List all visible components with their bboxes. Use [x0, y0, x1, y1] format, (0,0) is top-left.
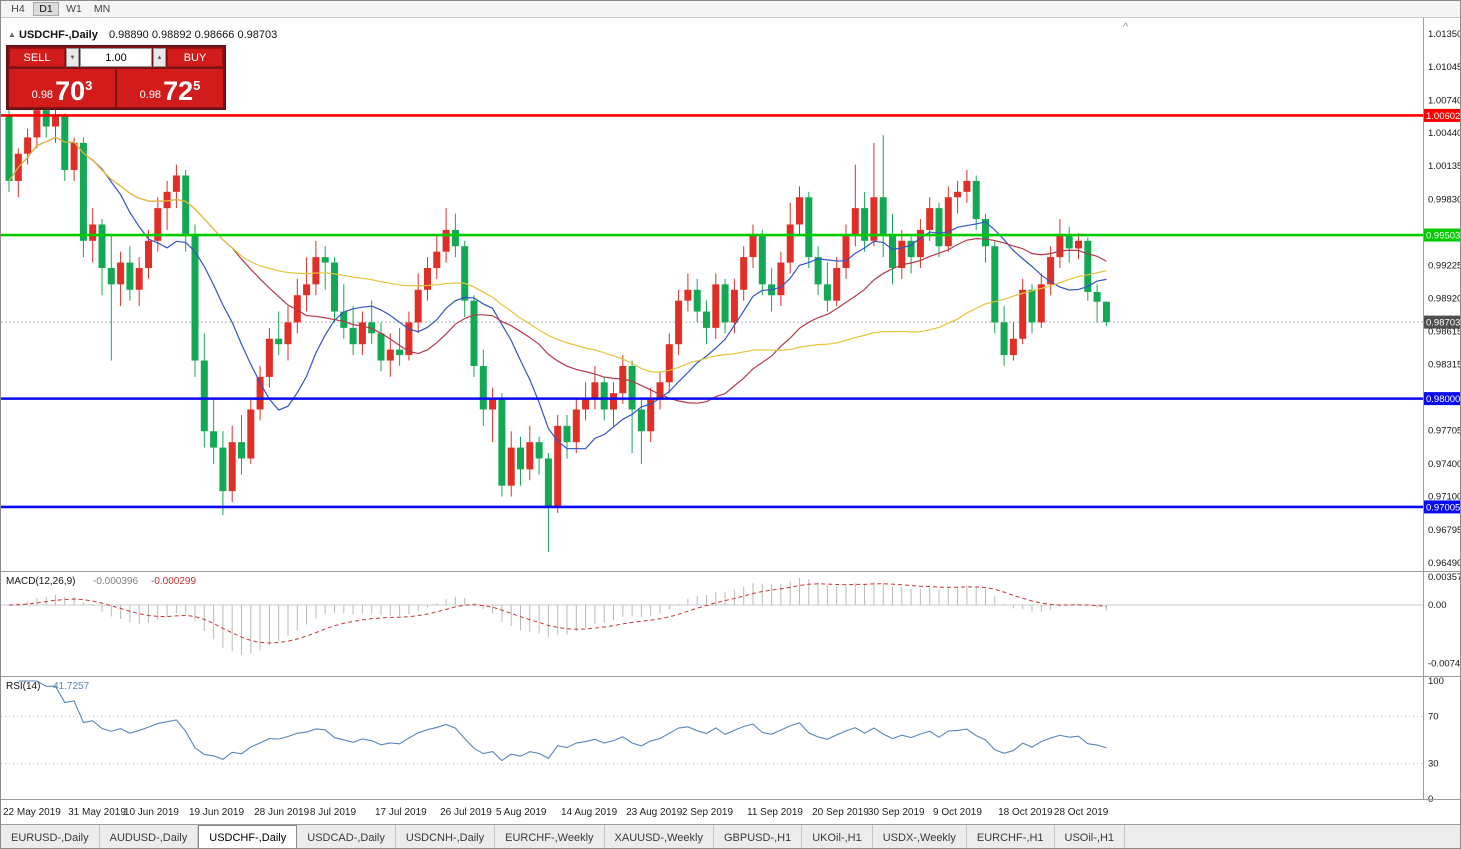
- tab-ukoil-h1[interactable]: UKOil-,H1: [802, 825, 873, 848]
- svg-text:28 Oct 2019: 28 Oct 2019: [1054, 807, 1109, 818]
- tab-gbpusd-h1[interactable]: GBPUSD-,H1: [714, 825, 803, 848]
- volume-decrease-button[interactable]: ▼: [66, 48, 79, 67]
- svg-text:22 May 2019: 22 May 2019: [3, 807, 61, 818]
- svg-text:0.98703: 0.98703: [1426, 318, 1460, 329]
- sell-button[interactable]: SELL: [9, 48, 65, 67]
- one-click-collapse-icon[interactable]: ▲: [8, 30, 16, 39]
- price-chart-canvas[interactable]: 1.01350 1.01045 1.00740 1.00440 1.00135 0.998…: [1, 18, 1461, 824]
- svg-text:1.01350: 1.01350: [1428, 29, 1461, 40]
- rsi-value: 41.7257: [53, 681, 90, 692]
- svg-text:18 Oct 2019: 18 Oct 2019: [998, 807, 1053, 818]
- timeframe-mn-button[interactable]: MN: [93, 3, 111, 15]
- svg-text:0.99225: 0.99225: [1428, 260, 1461, 271]
- tab-xauusd-weekly[interactable]: XAUUSD-,Weekly: [605, 825, 714, 848]
- bid-price-pips: 70: [55, 76, 86, 106]
- svg-text:1.00602: 1.00602: [1426, 111, 1460, 122]
- chart-ohlc-readout: 0.98890 0.98892 0.98666 0.98703: [109, 29, 277, 41]
- timeframe-w1-button[interactable]: W1: [66, 3, 82, 15]
- svg-text:17 Jul 2019: 17 Jul 2019: [375, 807, 427, 818]
- svg-text:0.96795: 0.96795: [1428, 525, 1461, 536]
- macd-signal-value: -0.000299: [151, 576, 196, 587]
- svg-text:0.97400: 0.97400: [1428, 459, 1461, 470]
- bid-price-display[interactable]: 0.98 70 3: [9, 69, 115, 107]
- svg-text:9 Oct 2019: 9 Oct 2019: [933, 807, 982, 818]
- svg-text:0.99830: 0.99830: [1428, 194, 1461, 205]
- svg-text:0.99503: 0.99503: [1426, 231, 1460, 242]
- ask-price-prefix: 0.98: [139, 89, 162, 101]
- svg-text:0.003574: 0.003574: [1428, 572, 1461, 583]
- rsi-indicator-label: RSI(14): [6, 681, 40, 692]
- volume-increase-button[interactable]: ▲: [153, 48, 166, 67]
- tab-eurusd-daily[interactable]: EURUSD-,Daily: [1, 825, 100, 848]
- bid-price-point: 3: [85, 78, 93, 93]
- timeframe-h4-button[interactable]: H4: [11, 3, 25, 15]
- timeframe-toolbar: H4 D1 W1 MN: [1, 1, 1460, 18]
- tab-eurchf-weekly[interactable]: EURCHF-,Weekly: [495, 825, 605, 848]
- ask-price-display[interactable]: 0.98 72 5: [117, 69, 223, 107]
- macd-indicator-label: MACD(12,26,9): [6, 576, 75, 587]
- svg-text:-0.00749: -0.00749: [1428, 659, 1461, 670]
- tab-eurchf-h1[interactable]: EURCHF-,H1: [967, 825, 1055, 848]
- macd-pane: [1, 577, 1423, 655]
- svg-text:1.00740: 1.00740: [1428, 95, 1461, 106]
- horizontal-level-lines: 1.00602 0.99503 0.98000 0.97005 0.98703: [1, 108, 1460, 514]
- svg-text:70: 70: [1428, 711, 1439, 722]
- svg-text:0.98000: 0.98000: [1426, 394, 1460, 405]
- pane-separators: [1, 18, 1460, 800]
- svg-text:0.97100: 0.97100: [1428, 492, 1461, 503]
- tab-usdchf-daily[interactable]: USDCHF-,Daily: [198, 825, 298, 848]
- tab-usdcnh-daily[interactable]: USDCNH-,Daily: [396, 825, 496, 848]
- chevron-up-icon: ▲: [156, 54, 163, 61]
- svg-text:11 Sep 2019: 11 Sep 2019: [747, 807, 803, 818]
- svg-text:30 Sep 2019: 30 Sep 2019: [868, 807, 925, 818]
- svg-text:0.97705: 0.97705: [1428, 426, 1461, 437]
- svg-text:0.97005: 0.97005: [1426, 502, 1460, 513]
- svg-text:0.98920: 0.98920: [1428, 293, 1461, 304]
- generated-chart-layers: 1.01350 1.01045 1.00740 1.00440 1.00135 0.998…: [1, 18, 1461, 818]
- svg-text:10 Jun 2019: 10 Jun 2019: [124, 807, 179, 818]
- chart-symbol-title: USDCHF-,Daily: [19, 29, 99, 41]
- chevron-down-icon: ▼: [69, 54, 76, 61]
- svg-text:2 Sep 2019: 2 Sep 2019: [682, 807, 734, 818]
- chart-shift-marker-icon: ^: [1123, 21, 1129, 33]
- chart-tab-bar: EURUSD-,Daily AUDUSD-,Daily USDCHF-,Dail…: [1, 824, 1460, 848]
- svg-text:1.00440: 1.00440: [1428, 128, 1461, 139]
- ask-price-point: 5: [193, 78, 201, 93]
- svg-text:0.98315: 0.98315: [1428, 359, 1461, 370]
- bid-price-prefix: 0.98: [31, 89, 54, 101]
- svg-text:28 Jun 2019: 28 Jun 2019: [254, 807, 309, 818]
- tab-audusd-daily[interactable]: AUDUSD-,Daily: [100, 825, 199, 848]
- svg-text:14 Aug 2019: 14 Aug 2019: [561, 807, 618, 818]
- svg-text:23 Aug 2019: 23 Aug 2019: [626, 807, 683, 818]
- svg-text:31 May 2019: 31 May 2019: [68, 807, 126, 818]
- chart-text-labels: ▲ USDCHF-,Daily 0.98890 0.98892 0.98666 …: [6, 21, 1129, 692]
- main-price-pane: [1, 99, 1423, 553]
- svg-text:0.00: 0.00: [1428, 600, 1447, 611]
- macd-main-value: -0.000396: [93, 576, 138, 587]
- svg-text:20 Sep 2019: 20 Sep 2019: [812, 807, 869, 818]
- rsi-pane: [1, 680, 1423, 765]
- svg-text:26 Jul 2019: 26 Jul 2019: [440, 807, 492, 818]
- svg-text:19 Jun 2019: 19 Jun 2019: [189, 807, 244, 818]
- price-axis: 1.01350 1.01045 1.00740 1.00440 1.00135 0.998…: [1428, 29, 1461, 805]
- svg-text:1.01045: 1.01045: [1428, 62, 1461, 73]
- one-click-trading-panel: SELL ▼ ▲ BUY 0.98 70 3 0.98 72 5: [7, 46, 225, 109]
- volume-input[interactable]: [80, 48, 152, 67]
- tab-usdcad-daily[interactable]: USDCAD-,Daily: [297, 825, 396, 848]
- svg-text:30: 30: [1428, 759, 1439, 770]
- tab-usoil-h1[interactable]: USOil-,H1: [1055, 825, 1126, 848]
- svg-text:100: 100: [1428, 676, 1444, 687]
- svg-text:8 Jul 2019: 8 Jul 2019: [310, 807, 357, 818]
- chart-area: 1.01350 1.01045 1.00740 1.00440 1.00135 0.998…: [1, 18, 1460, 824]
- svg-text:0.96490: 0.96490: [1428, 558, 1461, 569]
- ask-price-pips: 72: [163, 76, 194, 106]
- svg-text:5 Aug 2019: 5 Aug 2019: [496, 807, 547, 818]
- tab-usdx-weekly[interactable]: USDX-,Weekly: [873, 825, 967, 848]
- svg-text:1.00135: 1.00135: [1428, 161, 1461, 172]
- timeframe-d1-button[interactable]: D1: [33, 2, 59, 16]
- buy-button[interactable]: BUY: [167, 48, 223, 67]
- svg-text:0.98615: 0.98615: [1428, 327, 1461, 338]
